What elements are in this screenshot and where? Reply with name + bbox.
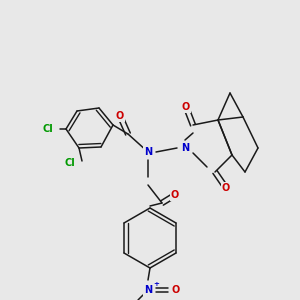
Text: Cl: Cl xyxy=(43,124,53,134)
Text: O: O xyxy=(116,111,124,121)
Text: O: O xyxy=(172,285,180,295)
Text: N: N xyxy=(144,285,152,295)
Text: +: + xyxy=(153,281,159,287)
Text: N: N xyxy=(181,143,189,153)
Text: O: O xyxy=(222,183,230,193)
Text: O: O xyxy=(171,190,179,200)
Text: O: O xyxy=(182,102,190,112)
Text: Cl: Cl xyxy=(64,158,75,168)
Text: N: N xyxy=(144,147,152,157)
